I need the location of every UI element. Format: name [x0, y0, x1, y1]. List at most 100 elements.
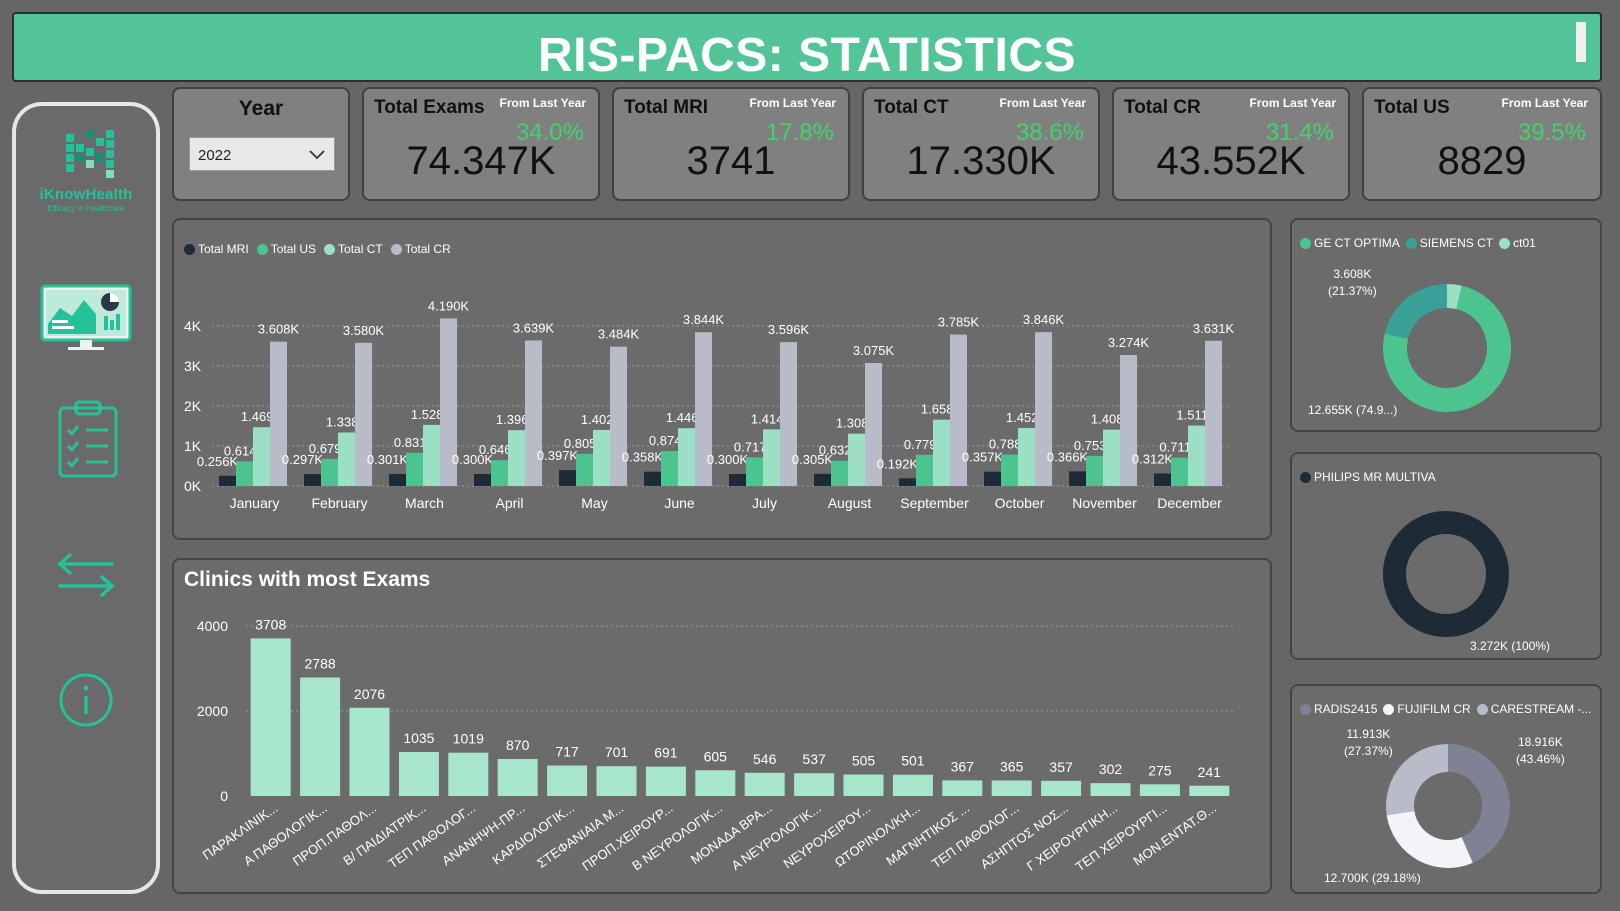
- kpi-value: 43.552K: [1156, 139, 1306, 183]
- data-label: 3.846K: [1023, 312, 1065, 327]
- kpi-value: 8829: [1437, 139, 1527, 183]
- data-label: 3.631K: [1193, 321, 1235, 336]
- clipboard-checklist-icon[interactable]: [56, 398, 120, 480]
- info-icon[interactable]: [58, 672, 114, 728]
- x-tick-label: October: [995, 495, 1045, 511]
- clinic-bar: [349, 707, 390, 796]
- clinic-bar: [300, 677, 341, 796]
- data-label: 0.305K: [792, 452, 834, 467]
- kpi-sub: From Last Year: [749, 96, 836, 110]
- bar-total-mri: [984, 471, 1001, 486]
- clinic-bar: [448, 752, 489, 796]
- data-label: 302: [1099, 761, 1123, 777]
- legend-dot: [390, 243, 402, 255]
- bar-total-mri: [559, 470, 576, 486]
- clinic-bar: [695, 770, 736, 796]
- legend-item-fujifilm-cr[interactable]: FUJIFILM CR: [1383, 702, 1471, 716]
- data-label: 0.301K: [367, 452, 409, 467]
- data-label: 4.190K: [428, 298, 470, 313]
- bar-total-mri: [304, 474, 321, 486]
- legend-label: Total MRI: [198, 242, 249, 256]
- bar-total-ct: [1103, 429, 1120, 486]
- x-tick-label: January: [230, 495, 280, 511]
- bar-total-ct: [423, 424, 440, 486]
- kpi-card-total-exams: Total Exams From Last Year 34.0% 74.347K: [362, 87, 600, 201]
- x-tick-label: ΜΟΝ.ΕΝΤΑΤ.Θ...: [1130, 800, 1219, 868]
- data-label: 3.274K: [1108, 335, 1150, 350]
- legend-item-ct[interactable]: Total CT: [324, 242, 383, 256]
- bar-total-us: [831, 460, 848, 486]
- legend-item-cr[interactable]: Total CR: [390, 242, 451, 256]
- kpi-pct: 31.4%: [1265, 119, 1334, 146]
- x-tick-label: ΤΕΠ ΠΑΘΟΛΟΓ...: [929, 800, 1022, 871]
- cr-donut-legend: RADIS2415 FUJIFILM CR CARESTREAM -...: [1300, 702, 1591, 716]
- kpi-title: Total Exams: [374, 97, 485, 118]
- legend-item-siemens-ct[interactable]: SIEMENS CT: [1405, 236, 1493, 250]
- clinic-bar: [547, 765, 588, 796]
- bar-total-cr: [610, 346, 627, 486]
- ct-devices-donut: [1383, 284, 1511, 412]
- bar-total-ct: [763, 429, 780, 486]
- clinic-bar: [744, 772, 785, 796]
- data-label: 0.300K: [452, 452, 494, 467]
- data-label: 3.075K: [853, 343, 895, 358]
- y-tick-label: 1K: [184, 438, 202, 454]
- donut-label-philips: 3.272K (100%): [1470, 639, 1551, 653]
- legend-item-carestream[interactable]: CARESTREAM -...: [1476, 702, 1591, 716]
- swap-arrows-icon[interactable]: [56, 552, 116, 598]
- legend-dot: [1476, 703, 1488, 715]
- kpi-pct: 17.8%: [765, 119, 834, 146]
- bar-total-mri: [1154, 473, 1171, 486]
- data-label: 3.484K: [598, 327, 640, 342]
- y-tick-label: 0K: [184, 478, 202, 494]
- resize-handle[interactable]: [1576, 22, 1586, 62]
- monthly-chart-legend: Total MRI Total US Total CT Total CR: [184, 242, 451, 256]
- data-label: 357: [1049, 759, 1073, 775]
- legend-item-mri[interactable]: Total MRI: [184, 242, 249, 256]
- year-dropdown[interactable]: 2022: [189, 137, 335, 171]
- data-label: 2788: [305, 656, 336, 672]
- slice-value: 3.608K: [1333, 267, 1372, 281]
- data-label: 546: [753, 751, 777, 767]
- legend-item-ge-ct-optima[interactable]: GE CT OPTIMA: [1300, 236, 1400, 250]
- donut-slice: [1384, 284, 1447, 339]
- data-label: 717: [555, 744, 579, 760]
- ct-devices-donut-panel: GE CT OPTIMA SIEMENS CT ct01 3.608K (21.…: [1290, 218, 1602, 432]
- x-tick-label: ΠΡΟΠ.ΧΕΙΡΟΥΡ...: [579, 800, 675, 874]
- bar-total-ct: [1018, 427, 1035, 486]
- x-tick-label: July: [752, 495, 777, 511]
- slice-pct: (21.37%): [1328, 284, 1377, 298]
- sidebar: iKnowHealth Efficacy in Healthcare: [12, 102, 160, 894]
- donut-slice: [1386, 744, 1448, 816]
- logo-name: iKnowHealth: [39, 186, 133, 203]
- logo-tagline: Efficacy in Healthcare: [47, 204, 125, 213]
- legend-dot: [1499, 237, 1511, 249]
- bar-total-mri: [1069, 471, 1086, 486]
- legend-item-radis2415[interactable]: RADIS2415: [1300, 702, 1377, 716]
- dashboard-monitor-icon[interactable]: [40, 284, 132, 352]
- data-label: 537: [802, 751, 826, 767]
- bar-total-us: [1086, 455, 1103, 486]
- bar-total-mri: [729, 474, 746, 486]
- donut-slice: [1386, 811, 1473, 868]
- legend-item-us[interactable]: Total US: [256, 242, 316, 256]
- kpi-card-total-us: Total US From Last Year 39.5% 8829: [1362, 87, 1602, 201]
- x-tick-label: ΩΤΟΡΙΝΟΛ/ΚΗ...: [832, 800, 923, 870]
- legend-item-philips-mr[interactable]: PHILIPS MR MULTIVA: [1300, 470, 1436, 484]
- monthly-modality-chart-panel: Total MRI Total US Total CT Total CR 0K 1…: [172, 218, 1272, 540]
- legend-item-ct01[interactable]: ct01: [1499, 236, 1536, 250]
- clinics-chart-title: Clinics with most Exams: [184, 568, 431, 591]
- clinic-bar: [1139, 784, 1180, 796]
- legend-label: ct01: [1513, 236, 1536, 250]
- mr-devices-donut-panel: PHILIPS MR MULTIVA 3.272K (100%): [1290, 452, 1602, 660]
- data-label: 3708: [255, 616, 286, 632]
- kpi-title: Total MRI: [624, 97, 709, 118]
- x-tick-label: ΤΕΠ ΧΕΙΡΟΥΡΓΙ...: [1073, 800, 1170, 874]
- kpi-value: 3741: [686, 139, 776, 183]
- y-tick-label: 3K: [184, 358, 202, 374]
- bar-total-us: [491, 460, 508, 486]
- donut-label-siemens: 3.608K (21.37%): [1328, 266, 1377, 300]
- data-label: 501: [901, 753, 925, 769]
- legend-dot: [256, 243, 268, 255]
